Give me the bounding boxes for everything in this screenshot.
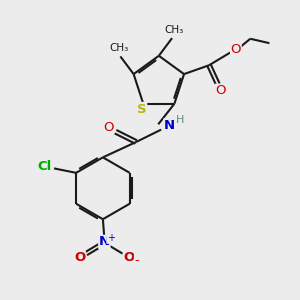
Text: O: O [103,121,113,134]
Text: O: O [74,251,85,264]
Text: O: O [124,251,135,264]
Text: -: - [134,254,139,268]
Text: O: O [215,84,226,98]
Text: H: H [176,115,184,125]
Text: N: N [99,236,110,248]
Text: CH₃: CH₃ [164,25,183,35]
Text: CH₃: CH₃ [109,43,128,53]
Text: O: O [231,43,241,56]
Text: N: N [164,119,175,132]
Text: S: S [137,103,147,116]
Text: +: + [107,233,115,243]
Text: Cl: Cl [38,160,52,172]
